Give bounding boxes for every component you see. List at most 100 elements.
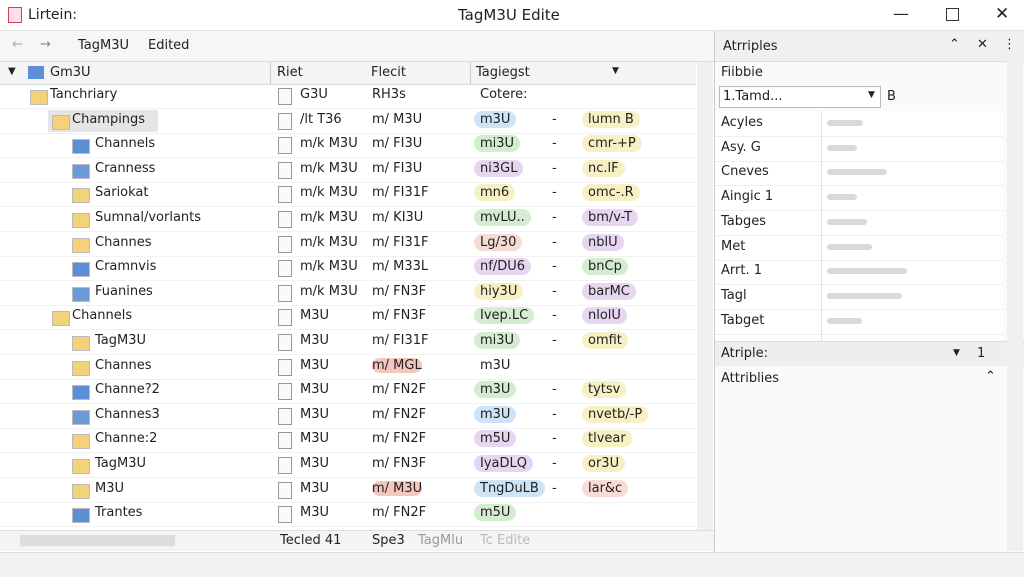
cell: m/ FN2F <box>372 431 427 447</box>
tree-label[interactable]: Channes <box>95 357 152 373</box>
cell: M3U <box>300 505 330 521</box>
tree-label[interactable]: TagM3U <box>95 333 147 348</box>
tree-label[interactable]: Channels <box>95 136 156 152</box>
property-separator <box>715 333 1003 335</box>
section-header: Atriple: ▼ 1 <box>715 341 1024 366</box>
tag: omc-.R <box>582 184 640 202</box>
file-icon <box>278 235 292 253</box>
pin[interactable]: ✕ <box>977 37 988 52</box>
property-separator <box>715 259 1003 261</box>
panel-scrollbar[interactable] <box>1007 61 1023 551</box>
cell: m/ M3U <box>372 111 423 127</box>
row-separator <box>0 304 696 306</box>
column-header: ▼ Gm3U Riet Flecit Tagiegst ▼ <box>0 62 696 85</box>
cell: m/ FI3U <box>372 136 423 152</box>
tree-label[interactable]: Channels <box>72 308 133 324</box>
property-separator <box>715 210 1003 212</box>
file-icon <box>278 457 292 474</box>
cell: M3U <box>300 406 330 422</box>
collapse[interactable]: ⌃ <box>949 37 960 52</box>
panel-header: Atrriples ⌃ ✕ ⋮ <box>715 31 1024 62</box>
tree-label[interactable]: TagM3U <box>95 456 147 471</box>
sort-arrow[interactable]: ▼ <box>612 66 619 76</box>
tree-label[interactable]: Channes <box>95 234 152 250</box>
more[interactable]: ⋮ <box>1003 37 1016 52</box>
tree-label[interactable]: Sumnal/vorlants <box>95 210 202 225</box>
row-selection <box>48 109 158 132</box>
item-icon <box>52 114 70 130</box>
tree-label[interactable]: Fuanines <box>95 283 153 299</box>
property-divider <box>821 111 822 341</box>
tree-label[interactable]: Trantes <box>95 505 143 521</box>
dropdown[interactable]: 1.Tamd... ▼ <box>719 86 881 108</box>
expand[interactable]: ⌃ <box>985 369 996 384</box>
cell: m/k M3U <box>300 283 358 299</box>
tag: barMC <box>582 282 636 300</box>
cell: - <box>552 456 557 471</box>
property-separator <box>715 160 1003 162</box>
section-arrow[interactable]: ▼ <box>953 348 960 358</box>
property-name: Arrt. 1 <box>721 263 762 279</box>
column-title[interactable]: Tagiegst <box>476 65 530 80</box>
item-icon <box>72 139 90 155</box>
property-separator <box>715 136 1003 137</box>
tree-label[interactable]: Channes3 <box>95 406 160 422</box>
cell: m/ FI31F <box>372 234 429 250</box>
property-name: Tabges <box>721 213 767 229</box>
status-item: Tecled 41 <box>280 533 342 548</box>
tag: m3U <box>474 381 517 399</box>
item-icon <box>72 409 90 425</box>
path: TagM3U <box>78 38 130 53</box>
properties-panel: Atrriples ⌃ ✕ ⋮ Fiibbie ⌃ 1.Tamd... ▼ B … <box>714 31 1024 552</box>
tree-label[interactable]: Cranness <box>95 160 156 176</box>
section-title: Atriple: <box>721 346 768 361</box>
cell: m/ FI3U <box>372 160 423 176</box>
close[interactable]: ✕ <box>995 4 1010 24</box>
row-separator <box>0 329 696 331</box>
tag: Ivep.LC <box>474 307 535 325</box>
status-item: Spe3 <box>372 533 405 548</box>
property-name: Met <box>721 238 746 254</box>
property-name: Aingic 1 <box>721 189 774 205</box>
cell: - <box>552 136 557 152</box>
cell: - <box>552 480 557 496</box>
item-icon <box>72 483 90 499</box>
cell: m/ FI31F <box>372 333 429 348</box>
cell: - <box>552 234 557 250</box>
tree-label[interactable]: M3U <box>95 480 125 496</box>
tag: TngDuLB <box>474 479 545 497</box>
cell: m/k M3U <box>300 210 358 225</box>
tree-label[interactable]: Champings <box>72 111 146 127</box>
tag: nlolU <box>582 307 627 325</box>
tree-root[interactable]: Gm3U <box>50 65 91 80</box>
tag: or3U <box>582 455 626 472</box>
dropdown-arrow: ▼ <box>868 90 875 100</box>
row-separator <box>0 452 696 454</box>
h-scroll-thumb[interactable] <box>20 535 175 546</box>
back-button[interactable]: ← <box>12 37 23 52</box>
tag: mvLU.. <box>474 209 531 226</box>
forward-button[interactable]: → <box>40 37 51 52</box>
scrollbar[interactable] <box>697 62 713 530</box>
tree-label[interactable]: Tanchriary <box>50 87 118 102</box>
item-icon <box>30 90 48 105</box>
maximize[interactable] <box>946 8 959 21</box>
expander[interactable]: ▼ <box>8 66 16 77</box>
tree-label[interactable]: Channe:2 <box>95 431 158 447</box>
item-icon <box>72 336 90 351</box>
minimize[interactable]: — <box>893 4 909 23</box>
tag: m5U <box>474 504 517 522</box>
file-icon <box>278 481 292 499</box>
tree-label[interactable]: Sariokat <box>95 185 149 201</box>
column-title[interactable]: Flecit <box>371 65 406 80</box>
item-icon <box>72 213 90 228</box>
tree-label[interactable]: Channe?2 <box>95 382 160 398</box>
tree-label[interactable]: Cramnvis <box>95 259 157 275</box>
cell: M3U <box>300 308 330 324</box>
row-separator <box>0 378 696 380</box>
cell: - <box>552 111 557 127</box>
column-title[interactable]: Riet <box>277 65 303 80</box>
tag: IyaDLQ <box>474 455 533 472</box>
cell: m/ FN3F <box>372 308 427 324</box>
